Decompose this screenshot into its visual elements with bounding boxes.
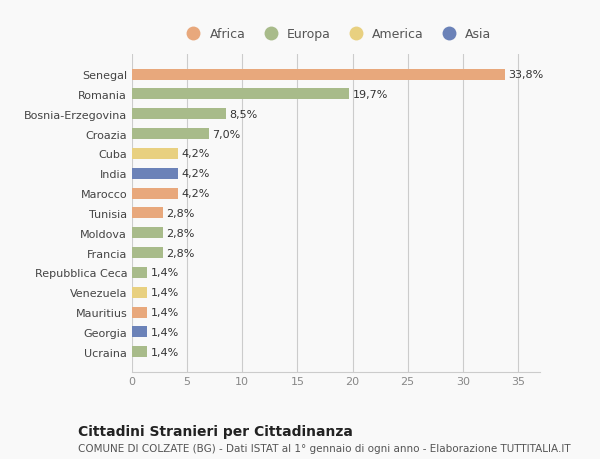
Bar [132,149,178,160]
Text: 1,4%: 1,4% [151,327,179,337]
Bar [132,347,148,358]
Bar [132,109,226,120]
Legend: Africa, Europa, America, Asia: Africa, Europa, America, Asia [176,23,496,46]
Text: 2,8%: 2,8% [166,208,194,218]
Text: 4,2%: 4,2% [182,189,210,199]
Bar [132,228,163,239]
Bar [132,327,148,338]
Bar [132,129,209,140]
Bar [132,89,349,100]
Bar [132,307,148,318]
Text: 1,4%: 1,4% [151,347,179,357]
Text: 1,4%: 1,4% [151,268,179,278]
Text: 4,2%: 4,2% [182,169,210,179]
Text: 1,4%: 1,4% [151,308,179,317]
Text: 1,4%: 1,4% [151,288,179,297]
Text: 4,2%: 4,2% [182,149,210,159]
Bar [132,188,178,199]
Text: 8,5%: 8,5% [229,110,257,119]
Bar [132,168,178,179]
Text: Cittadini Stranieri per Cittadinanza: Cittadini Stranieri per Cittadinanza [78,425,353,438]
Bar [132,247,163,258]
Text: 2,8%: 2,8% [166,248,194,258]
Bar [132,287,148,298]
Bar [132,208,163,219]
Bar [132,267,148,278]
Bar [132,69,505,80]
Text: 19,7%: 19,7% [353,90,388,100]
Text: COMUNE DI COLZATE (BG) - Dati ISTAT al 1° gennaio di ogni anno - Elaborazione TU: COMUNE DI COLZATE (BG) - Dati ISTAT al 1… [78,443,571,453]
Text: 33,8%: 33,8% [508,70,543,80]
Text: 7,0%: 7,0% [212,129,241,139]
Text: 2,8%: 2,8% [166,228,194,238]
